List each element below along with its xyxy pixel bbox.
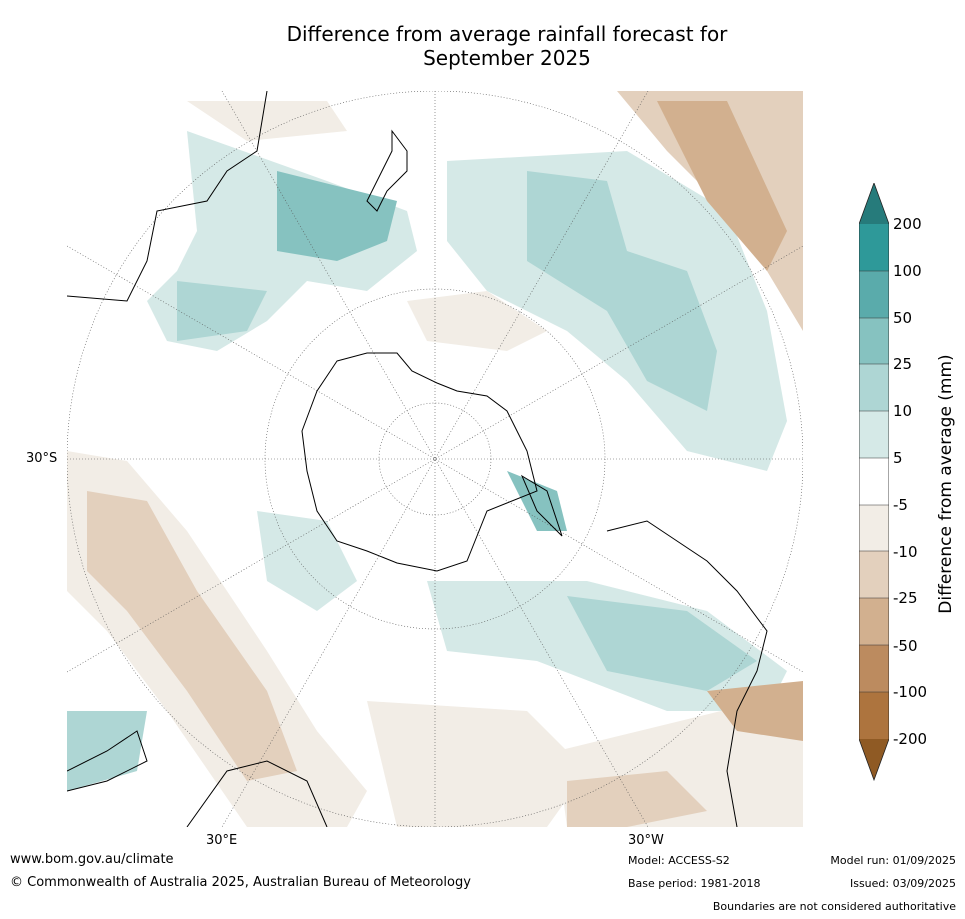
colorbar-segment-100-200 [859,224,889,271]
dry-region-east-pacific-core [657,101,787,271]
colorbar-label: -200 [893,730,928,748]
dry-region-south-atlantic-east-core [567,771,707,827]
wet-region-south-pacific-core [527,171,717,411]
colorbar-label: 50 [893,309,913,327]
disclaimer-text: Boundaries are not considered authoritat… [712,900,956,913]
colorbar-segment-minus200-minus100 [859,692,889,739]
south-america-coast [606,520,768,827]
wet-region-south-atlantic-core [567,596,757,691]
colorbar-segment-minus50-minus25 [859,598,889,645]
dry-region-north [187,101,347,141]
colorbar-segment-10-25 [859,364,889,411]
dry-region-south-africa [367,701,587,827]
australia-coast [67,91,268,302]
colorbar-outline [859,183,889,782]
colorbar-label: 25 [893,355,913,373]
title-line-1: Difference from average rainfall forecas… [286,22,728,46]
coastlines [67,91,768,827]
graticule [67,91,803,827]
colorbar-label: -5 [893,496,908,514]
longitude-label-30w: 30°W [628,833,664,848]
antarctica-coast [301,352,538,572]
dry-region-east-pacific [617,91,803,331]
colorbar-bottom-triangle [859,739,889,780]
colorbar-label: 5 [893,449,903,467]
colorbar-top-triangle [859,183,889,224]
website-link[interactable]: www.bom.gov.au/climate [10,852,174,867]
colorbar-segment-minus100-minus50 [859,645,889,692]
colorbar-segment-minus25-minus10 [859,551,889,598]
colorbar-segment-minus10-minus5 [859,505,889,551]
wet-region-nz [277,171,397,261]
map-svg [67,91,803,827]
africa-coast [67,730,328,827]
colorbar-label: -50 [893,637,918,655]
dry-region-west-indian-core [87,491,297,781]
colorbar-segment-25-50 [859,318,889,364]
colorbar-label: -25 [893,589,918,607]
longitude-label-30e: 30°E [206,833,238,848]
colorbar-segment-neutral [859,458,889,505]
colorbar-label: -10 [893,543,918,561]
map-title: Difference from average rainfall forecas… [150,22,864,70]
model-run-text: Model run: 01/09/2025 [830,854,956,867]
colorbar-title: Difference from average (mm) [936,354,956,614]
dry-region-patagonia [707,681,803,741]
model-text: Model: ACCESS-S2 [628,854,730,867]
latitude-label-30s: 30°S [26,451,58,466]
issued-text: Issued: 03/09/2025 [849,877,956,890]
rainfall-map[interactable] [67,91,803,827]
antarctic-peninsula-coast [520,474,563,537]
new-zealand-coast [366,129,408,212]
wet-region-peninsula [507,471,567,531]
colorbar-label: 10 [893,402,913,420]
colorbar [859,183,889,782]
wet-region-southwest-pacific [177,281,267,341]
colorbar-label: -100 [893,683,928,701]
base-period-text: Base period: 1981-2018 [628,877,761,890]
title-line-2: September 2025 [423,46,591,70]
colorbar-segment-50-100 [859,271,889,318]
wet-region-indian [257,511,357,611]
negative-anomaly-regions [67,91,803,827]
copyright-text: © Commonwealth of Australia 2025, Austra… [10,875,471,890]
colorbar-label: 200 [893,215,922,233]
colorbar-segment-5-10 [859,411,889,458]
colorbar-label: 100 [893,262,922,280]
dry-region-central [407,291,547,351]
